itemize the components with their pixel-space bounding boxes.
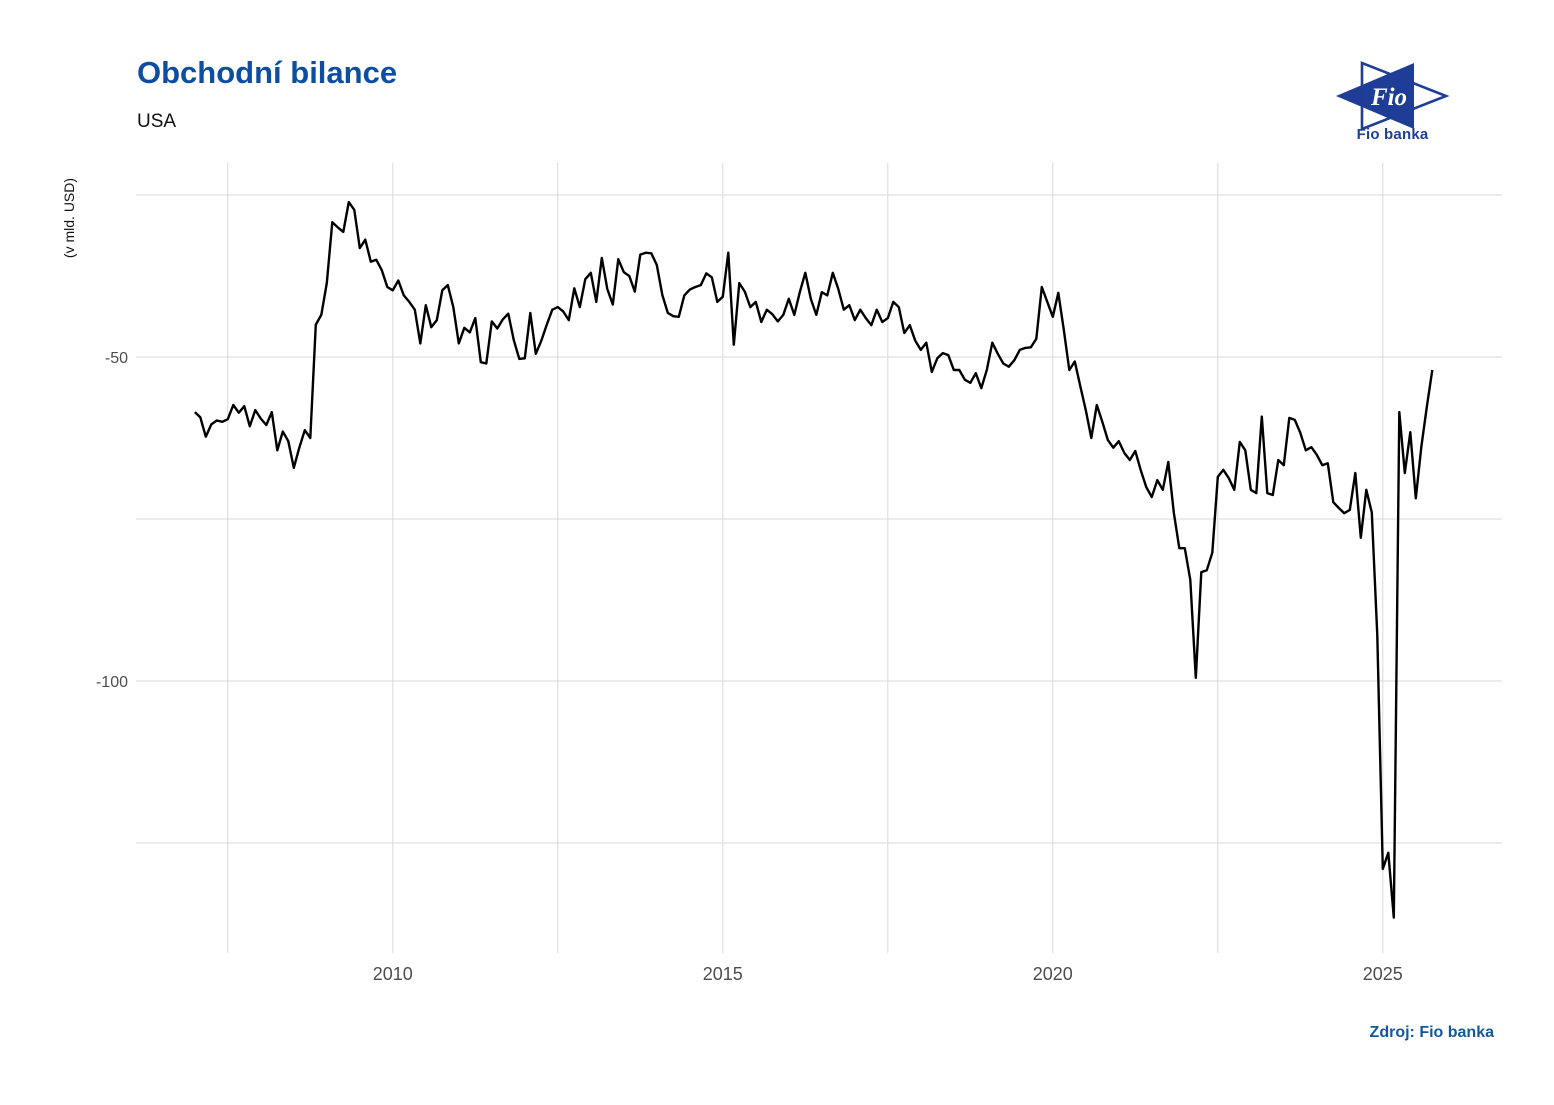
logo-outline-triangle	[1360, 61, 1450, 131]
y-tick-label: -50	[105, 350, 128, 367]
logo-solid-triangle	[1336, 63, 1414, 129]
logo-caption: Fio banka	[1356, 126, 1429, 143]
x-tick-label: 2025	[1363, 964, 1403, 984]
x-tick-label: 2010	[373, 964, 413, 984]
y-tick-label: -100	[96, 674, 128, 691]
y-axis-title: (v mld. USD)	[61, 177, 77, 259]
x-tick-label: 2015	[703, 964, 743, 984]
source-note: Zdroj: Fio banka	[1369, 1024, 1494, 1041]
logo-fio-text: Fio	[1370, 84, 1407, 111]
page-subtitle: USA	[137, 111, 177, 132]
x-tick-label: 2020	[1033, 964, 1073, 984]
fio-logo-mark: Fio	[1336, 61, 1450, 131]
page-title: Obchodní bilance	[137, 55, 398, 90]
fio-logo: Fio	[1330, 56, 1455, 148]
series-line	[193, 200, 1434, 919]
